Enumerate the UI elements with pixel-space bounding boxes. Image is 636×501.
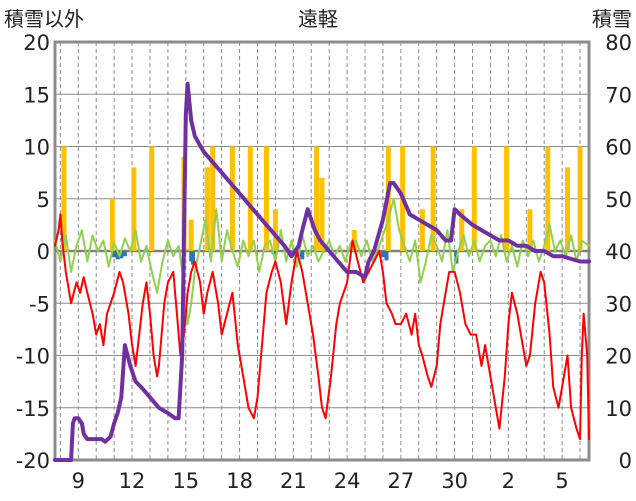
- left-axis-label: 積雪以外: [4, 7, 84, 31]
- temperature-change-line: [54, 197, 590, 326]
- negative-bar: [380, 251, 385, 258]
- left-axis-ticks: 20 15 10 5 0 -5 -10 -15 -20: [16, 31, 50, 473]
- negative-bar: [384, 251, 389, 261]
- precipitation-bar: [459, 209, 465, 251]
- series-lines: [53, 81, 591, 462]
- x-tick-label: 27: [387, 469, 414, 493]
- precipitation-bar: [314, 146, 320, 251]
- x-tick-label: 30: [441, 469, 468, 493]
- right-tick-label: 60: [605, 136, 632, 160]
- precipitation-bar: [131, 167, 137, 251]
- x-tick-label: 9: [72, 469, 85, 493]
- precipitation-bar: [210, 146, 216, 251]
- precipitation-bar: [229, 146, 235, 251]
- x-tick-label: 15: [172, 469, 199, 493]
- precipitation-bar: [419, 209, 425, 251]
- x-axis-ticks: 9 12 15 18 21 24 27 30 2 5: [72, 469, 569, 493]
- precipitation-bar: [471, 146, 477, 251]
- right-tick-label: 10: [605, 397, 632, 421]
- left-tick-label: -15: [16, 397, 50, 421]
- negative-bar: [300, 251, 305, 260]
- left-tick-label: 5: [37, 188, 50, 212]
- chart-title: 遠軽: [298, 7, 338, 31]
- right-axis-label: 積雪: [592, 7, 632, 31]
- right-tick-label: 80: [605, 31, 632, 55]
- right-tick-label: 50: [605, 188, 632, 212]
- x-tick-label: 18: [226, 469, 253, 493]
- precipitation-bar: [247, 146, 253, 251]
- left-tick-label: 10: [23, 136, 50, 160]
- right-tick-label: 30: [605, 292, 632, 316]
- precipitation-bar: [430, 146, 436, 251]
- x-tick-label: 21: [280, 469, 307, 493]
- snow-depth-line: [53, 81, 591, 462]
- left-tick-label: 15: [23, 83, 50, 107]
- right-tick-label: 20: [605, 345, 632, 369]
- left-tick-label: -10: [16, 345, 50, 369]
- precipitation-bar: [577, 146, 583, 251]
- precipitation-bar: [263, 146, 269, 251]
- negative-bar: [112, 251, 117, 258]
- negative-bar: [119, 251, 124, 259]
- left-tick-label: -5: [29, 292, 50, 316]
- left-tick-label: -20: [16, 449, 50, 473]
- left-tick-label: 0: [37, 240, 50, 264]
- precipitation-bar: [527, 209, 533, 251]
- precipitation-bar: [272, 209, 278, 251]
- precipitation-bar: [319, 177, 325, 251]
- right-tick-label: 70: [605, 83, 632, 107]
- right-axis-ticks: 80 70 60 50 40 30 20 10 0: [605, 31, 632, 473]
- right-tick-label: 0: [619, 449, 632, 473]
- precipitation-bar: [504, 146, 510, 251]
- precipitation-bar: [545, 146, 551, 251]
- x-tick-label: 12: [119, 469, 146, 493]
- precipitation-bar: [61, 146, 67, 251]
- right-tick-label: 40: [605, 240, 632, 264]
- precipitation-bar: [149, 146, 155, 251]
- negative-bar: [115, 251, 120, 260]
- x-tick-label: 5: [555, 469, 568, 493]
- x-tick-label: 24: [334, 469, 361, 493]
- precipitation-bar: [188, 219, 194, 251]
- negative-bar: [190, 251, 195, 265]
- precipitation-bar: [564, 167, 570, 251]
- temperature-line: [54, 213, 590, 441]
- x-tick-label: 2: [502, 469, 515, 493]
- left-tick-label: 20: [23, 31, 50, 55]
- negative-bar: [122, 251, 127, 257]
- precipitation-bar: [109, 198, 115, 251]
- precipitation-bar: [204, 167, 210, 251]
